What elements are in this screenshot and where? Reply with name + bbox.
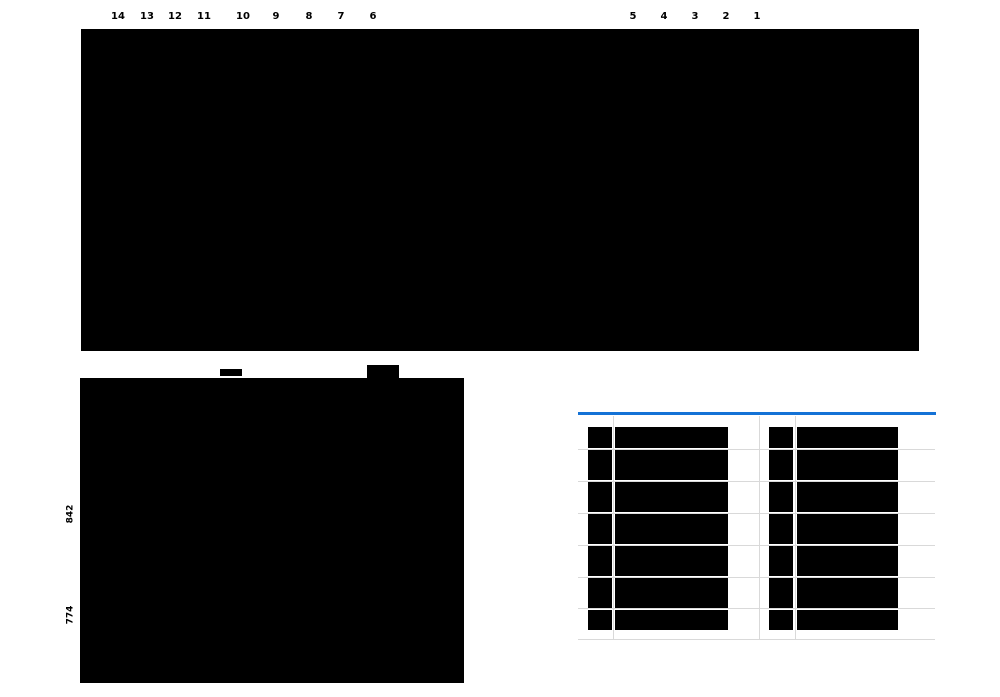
table-gridline-vertical [613,416,614,639]
y-axis-label-842: 842 [65,504,76,524]
table-top-rule [578,412,936,415]
tick-label-2: 2 [722,11,730,22]
table-gridline-horizontal [578,545,935,546]
y-axis-label-774: 774 [65,605,76,625]
redacted-name-cell-left [615,546,728,576]
redacted-rank-cell-right [769,514,793,544]
tick-label-3: 3 [691,11,699,22]
tick-label-8: 8 [305,11,313,22]
table-gridline-horizontal [578,577,935,578]
table-gridline-horizontal [578,449,935,450]
redacted-rank-cell-left [588,514,612,544]
tick-label-6: 6 [369,11,377,22]
redacted-rank-cell-left [588,610,612,630]
redacted-rank-cell-left [588,546,612,576]
tick-label-14: 14 [111,11,125,22]
redacted-rank-cell-left [588,578,612,608]
redacted-name-cell-right [797,427,898,448]
redacted-rank-cell-right [769,427,793,448]
tick-label-10: 10 [236,11,250,22]
redacted-name-cell-right [797,610,898,630]
redacted-name-cell-right [797,514,898,544]
tick-label-5: 5 [629,11,637,22]
table-gridline-horizontal [578,639,935,640]
table-gridline-vertical [759,416,760,639]
redacted-name-cell-left [615,450,728,480]
table-gridline-horizontal [578,481,935,482]
redacted-rank-cell-right [769,546,793,576]
redacted-name-cell-left [615,482,728,512]
redacted-rank-cell-right [769,610,793,630]
redacted-name-cell-left [615,514,728,544]
table-gridline-horizontal [578,608,935,609]
redacted-name-cell-right [797,450,898,480]
redacted-rank-cell-left [588,450,612,480]
tick-label-9: 9 [272,11,280,22]
redacted-chart-region [80,378,464,683]
tick-label-4: 4 [660,11,668,22]
tick-label-1: 1 [753,11,761,22]
tick-label-12: 12 [168,11,182,22]
redacted-caption-blob-right [367,365,399,378]
tick-label-7: 7 [337,11,345,22]
table-gridline-horizontal [578,513,935,514]
redacted-name-cell-right [797,546,898,576]
tick-label-11: 11 [197,11,211,22]
redacted-caption-blob-left [220,369,242,376]
redacted-rank-cell-left [588,482,612,512]
redacted-main-region [81,29,919,351]
redacted-rank-cell-right [769,450,793,480]
redacted-name-cell-left [615,578,728,608]
redacted-name-cell-left [615,610,728,630]
redacted-rank-cell-right [769,578,793,608]
redacted-name-cell-left [615,427,728,448]
table-gridline-vertical [795,416,796,639]
redacted-rank-cell-left [588,427,612,448]
redacted-rank-cell-right [769,482,793,512]
redacted-name-cell-right [797,482,898,512]
redacted-name-cell-right [797,578,898,608]
tick-label-13: 13 [140,11,154,22]
